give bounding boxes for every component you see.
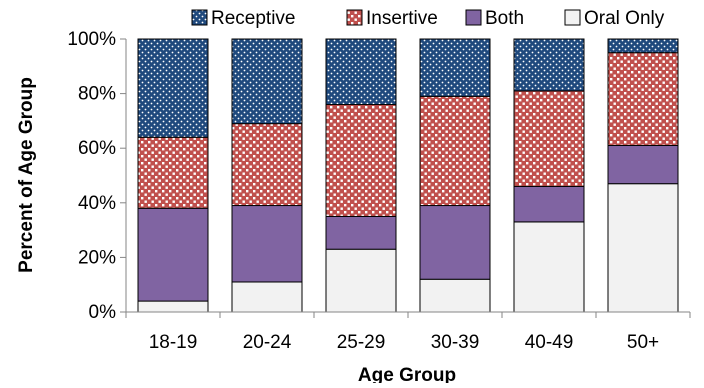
bar-insertive-50 bbox=[607, 52, 679, 146]
y-axis: 0% 20% 40% 60% 80% 100% bbox=[67, 29, 127, 323]
y-axis-title: Percent of Age Group bbox=[16, 77, 37, 273]
bar-group-50 bbox=[607, 38, 679, 313]
x-axis: 18-19 20-24 25-29 30-39 40-49 50+ bbox=[125, 311, 691, 353]
bar-receptive-20-24 bbox=[231, 38, 303, 125]
legend-swatch-receptive bbox=[191, 9, 208, 26]
y-tick-label: 20% bbox=[78, 247, 116, 268]
bar-group-25-29 bbox=[325, 38, 397, 313]
bar-insertive-25-29 bbox=[325, 104, 397, 217]
x-tick-label-50: 50+ bbox=[627, 332, 659, 353]
x-tick-label-20-24: 20-24 bbox=[243, 332, 292, 353]
x-tick-label-40-49: 40-49 bbox=[525, 332, 574, 353]
x-tick-label-18-19: 18-19 bbox=[149, 332, 198, 353]
bar-oral-only-18-19 bbox=[137, 300, 209, 313]
bar-receptive-18-19 bbox=[137, 38, 209, 138]
bar-receptive-30-39 bbox=[419, 38, 491, 97]
bar-insertive-18-19 bbox=[137, 136, 209, 209]
legend-label-oral-only: Oral Only bbox=[584, 8, 665, 29]
x-axis-title: Age Group bbox=[358, 365, 456, 383]
y-tick-label: 0% bbox=[89, 302, 117, 323]
legend-swatch-insertive bbox=[346, 9, 363, 26]
bar-oral-only-50 bbox=[607, 183, 679, 313]
y-tick-label: 80% bbox=[78, 84, 116, 105]
bar-oral-only-40-49 bbox=[513, 221, 585, 313]
legend-swatch-oral-only bbox=[564, 9, 581, 26]
legend-item-insertive: Insertive bbox=[346, 8, 438, 29]
bars bbox=[137, 38, 679, 313]
legend-item-oral-only: Oral Only bbox=[564, 8, 665, 29]
y-tick-label: 40% bbox=[78, 193, 116, 214]
bar-both-25-29 bbox=[325, 215, 397, 250]
bar-oral-only-25-29 bbox=[325, 248, 397, 313]
bar-both-40-49 bbox=[513, 185, 585, 223]
bar-both-30-39 bbox=[419, 205, 491, 280]
bar-receptive-40-49 bbox=[513, 38, 585, 92]
bar-group-18-19 bbox=[137, 38, 209, 313]
bar-both-50 bbox=[607, 144, 679, 185]
bar-receptive-25-29 bbox=[325, 38, 397, 106]
x-tick-label-25-29: 25-29 bbox=[337, 332, 386, 353]
bar-receptive-50 bbox=[607, 38, 679, 54]
legend-swatch-both bbox=[465, 9, 482, 26]
y-tick-label: 60% bbox=[78, 138, 116, 159]
bar-both-20-24 bbox=[231, 205, 303, 283]
bar-insertive-30-39 bbox=[419, 95, 491, 207]
bar-insertive-20-24 bbox=[231, 123, 303, 207]
bar-group-40-49 bbox=[513, 38, 585, 313]
bar-both-18-19 bbox=[137, 207, 209, 302]
legend-label-both: Both bbox=[485, 8, 524, 29]
legend-label-insertive: Insertive bbox=[366, 8, 438, 29]
legend-item-both: Both bbox=[465, 8, 524, 29]
bar-insertive-40-49 bbox=[513, 90, 585, 187]
legend: Receptive Insertive Both Oral Only bbox=[191, 8, 665, 29]
y-tick-label: 100% bbox=[67, 29, 116, 50]
bar-oral-only-20-24 bbox=[231, 281, 303, 313]
legend-item-receptive: Receptive bbox=[191, 8, 296, 29]
bar-group-30-39 bbox=[419, 38, 491, 313]
legend-label-receptive: Receptive bbox=[211, 8, 296, 29]
x-tick-label-30-39: 30-39 bbox=[431, 332, 480, 353]
bar-group-20-24 bbox=[231, 38, 303, 313]
bar-oral-only-30-39 bbox=[419, 278, 491, 313]
